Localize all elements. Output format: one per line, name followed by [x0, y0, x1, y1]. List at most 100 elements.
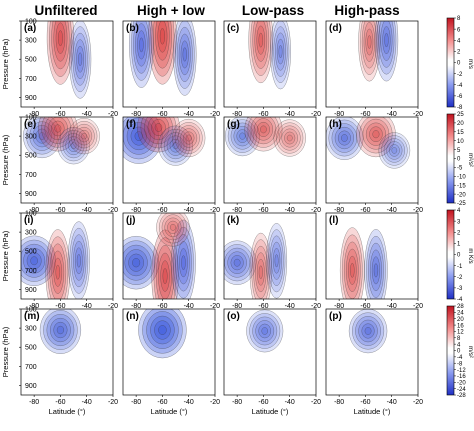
contour-negative-1-4: [382, 26, 391, 54]
contour-negative-2-2: [176, 26, 193, 82]
panel-fields: [348, 309, 388, 354]
x-tick-label: -60: [55, 111, 65, 118]
contour-positive-3-4: [183, 131, 195, 145]
colorbar-tick-label: -28: [457, 393, 466, 399]
y-axis-label: Pressure (hPa): [1, 134, 10, 185]
contour-negative-0-0: [39, 309, 82, 354]
panel-frame: [122, 308, 216, 396]
contour-negative-2-5: [274, 254, 279, 268]
colorbar-tick-label: -2: [457, 72, 463, 78]
x-tick-label: -40: [285, 303, 295, 310]
contour-negative-2-5: [76, 254, 81, 268]
x-tick-label: -80: [334, 111, 344, 118]
y-tick-label: 500: [25, 249, 37, 256]
contour-negative-0-2: [21, 243, 49, 278]
contour-negative-0-2: [46, 314, 75, 347]
colorbar-tick-label: -4: [457, 83, 463, 89]
x-tick-label: -80: [334, 399, 344, 406]
contour-negative-1-5: [278, 45, 283, 59]
panel-fields: [326, 117, 411, 169]
x-tick-label: -20: [311, 303, 321, 310]
panel-letter: (m): [24, 311, 40, 322]
x-tick-label: -20: [210, 399, 220, 406]
y-tick-label: 100: [25, 211, 37, 218]
contour-negative-0-2: [123, 244, 152, 281]
y-tick-label: 100: [25, 115, 37, 122]
contour-positive-3-0: [156, 213, 190, 247]
panel-frame: [223, 116, 317, 204]
panel-fields: [39, 309, 82, 354]
column-title-low-pass: Low-pass: [242, 3, 304, 18]
x-tick-label: -20: [413, 399, 423, 406]
panel-fields: [224, 223, 287, 299]
colorbar-row-3: 4 3 2 1 0 -1 -2 -3 -4 m K/s: [446, 208, 473, 303]
contour-negative-2-2: [383, 138, 405, 163]
panel-frame: [20, 116, 114, 204]
colorbar-tick-label: -20: [457, 192, 466, 198]
contour-negative-0-4: [337, 130, 351, 146]
x-tick-label: -80: [131, 399, 141, 406]
contour-negative-2-3: [73, 240, 85, 281]
contour-negative-1-3: [370, 249, 382, 292]
x-tick-label: -60: [258, 111, 268, 118]
x-tick-label: -20: [413, 111, 423, 118]
x-tick-label: -80: [232, 207, 242, 214]
contour-negative-0-3: [358, 319, 378, 343]
contour-positive-0-5: [58, 30, 63, 47]
x-tick-label: -80: [29, 303, 39, 310]
contour-negative-0-4: [130, 126, 147, 146]
y-tick-label: 900: [25, 287, 37, 294]
contour-positive-0-3: [346, 248, 359, 292]
panel-background: [224, 309, 316, 395]
contour-positive-2-1: [276, 122, 304, 154]
panel-f: (f) -80 -60 -40 -20: [122, 116, 220, 214]
contour-negative-0-3: [124, 249, 148, 277]
contour-positive-0-5: [159, 28, 165, 45]
panel-letter: (c): [227, 23, 239, 34]
contour-negative-0-1: [43, 310, 78, 350]
colorbar-tick-label: 2: [457, 230, 461, 236]
y-tick-label: 500: [25, 57, 37, 64]
x-tick-label: -80: [232, 399, 242, 406]
colorbar-row-1: 8 6 4 2 0 -2 -4 -6 -8 m/s: [446, 16, 473, 111]
x-tick-label: -20: [210, 207, 220, 214]
contour-positive-3-1: [70, 121, 98, 152]
contour-negative-0-3: [32, 125, 52, 148]
x-tick-label: -20: [311, 207, 321, 214]
contour-negative-1-1: [366, 235, 386, 299]
contour-negative-1-2: [368, 242, 384, 298]
contour-positive-1-3: [255, 252, 267, 293]
contour-negative-2-0: [266, 223, 287, 299]
x-tick-label: -80: [232, 303, 242, 310]
contour-positive-1-4: [151, 119, 166, 136]
panel-fields: [123, 117, 206, 166]
contour-negative-1-3: [275, 32, 286, 71]
contour-negative-0-0: [123, 117, 163, 164]
colorbar-tick-label: 25: [457, 112, 464, 118]
panel-fields: [225, 117, 306, 157]
contour-positive-0-1: [360, 21, 379, 75]
contour-negative-1-5: [139, 37, 144, 53]
contour-negative-0-5: [134, 131, 143, 141]
x-tick-label: -80: [29, 399, 39, 406]
contour-positive-3-5: [170, 223, 176, 231]
contour-positive-1-1: [251, 239, 271, 299]
panel-fields: [21, 221, 90, 299]
contour-positive-0-2: [51, 21, 70, 70]
panel-l: (l) -80 -60 -40 -20: [325, 212, 423, 310]
contour-negative-0-3: [227, 251, 247, 274]
x-tick-label: -40: [184, 207, 194, 214]
contour-positive-1-1: [359, 117, 393, 154]
contour-positive-2-2: [278, 125, 301, 151]
x-tick-label: -20: [311, 399, 321, 406]
contour-negative-1-5: [78, 52, 83, 66]
contour-positive-3-5: [185, 134, 192, 142]
contour-negative-2-1: [161, 128, 191, 163]
contour-positive-3-0: [68, 118, 100, 155]
contour-negative-0-4: [230, 255, 244, 271]
contour-negative-0-1: [352, 312, 385, 350]
panel-background: [21, 213, 113, 299]
contour-negative-0-4: [53, 321, 68, 339]
panel-d: (d) -80 -60 -40 -20: [325, 20, 423, 118]
contour-negative-1-2: [273, 26, 288, 77]
